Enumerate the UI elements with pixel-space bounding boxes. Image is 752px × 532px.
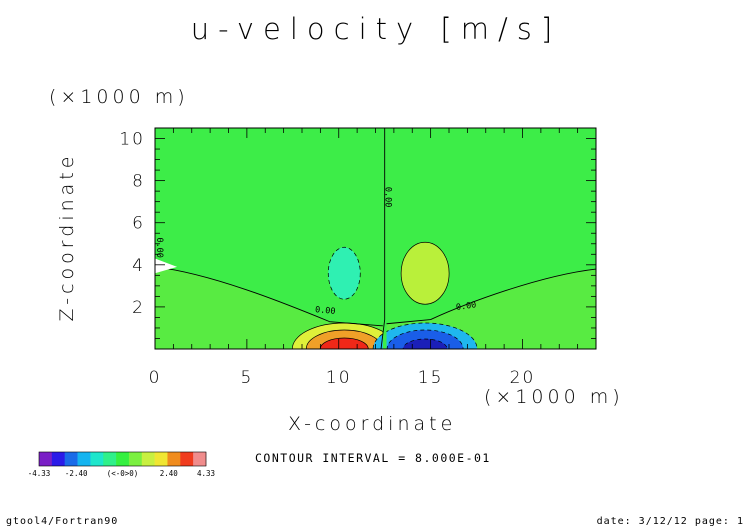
x-tick-label: 0 [149, 368, 162, 388]
colorbar-swatch [90, 452, 104, 466]
colorbar-swatch [64, 452, 78, 466]
x-axis-label: X-coordinate [288, 413, 457, 435]
y-tick-label: 6 [132, 214, 145, 234]
colorbar-swatch [116, 452, 130, 466]
colorbar-swatch [77, 452, 91, 466]
colorbar-swatch [180, 452, 194, 466]
colorbar-swatch [103, 452, 117, 466]
y-axis-unit: (×1000 m) [49, 86, 189, 108]
y-axis-label: Z-coordinate [56, 152, 78, 322]
center-divide [382, 323, 387, 349]
colorbar-frame [38, 451, 207, 467]
zero-label-left: 0.00 [315, 305, 336, 317]
y-tick-label: 8 [132, 172, 145, 192]
zero-label-left-edge: 0.00 [154, 237, 164, 257]
x-tick-label: 15 [418, 368, 444, 388]
zero-label-center: 0.00 [383, 187, 393, 207]
x-tick-label: 10 [326, 368, 352, 388]
colorbar-swatch [193, 452, 207, 466]
y-tick-label: 2 [132, 298, 145, 318]
zero-contour-center [380, 128, 386, 349]
footer-software: gtool4/Fortran90 [6, 516, 119, 527]
colorbar-swatch [51, 452, 65, 466]
colorbar-label: -4.33 [28, 469, 51, 478]
positive-upper-cell [400, 241, 450, 305]
colorbar-label: -2.40 [65, 469, 88, 478]
colorbar-swatch [154, 452, 168, 466]
y-tick-label: 4 [132, 256, 145, 276]
positive-core-inner [319, 337, 369, 349]
x-tick-label: 5 [240, 368, 253, 388]
negative-core-inner [402, 338, 448, 349]
colorbar: -4.33 -2.40 (<-0>0) 2.40 4.33 [28, 451, 215, 478]
colorbar-swatch [167, 452, 181, 466]
negative-upper-cell [327, 246, 361, 300]
chart-title: u-velocity [m/s] [190, 12, 562, 46]
x-axis-unit: (×1000 m) [484, 386, 624, 408]
colorbar-swatch [141, 452, 155, 466]
colorbar-label: 2.40 [160, 469, 179, 478]
zero-contour-right [386, 268, 596, 325]
zero-contour-left [155, 266, 383, 327]
colorbar-label: 4.33 [197, 469, 215, 478]
y-tick-label: 10 [119, 130, 145, 150]
x-tick-label: 20 [510, 368, 536, 388]
left-edge-notch [155, 258, 178, 274]
contour-interval-text: CONTOUR INTERVAL = 8.000E-01 [255, 451, 491, 465]
colorbar-label: (<-0>0) [107, 469, 139, 478]
footer-date-page: date: 3/12/12 page: 1 [596, 516, 744, 527]
zero-label-right: 0.00 [455, 300, 477, 313]
colorbar-swatch [39, 452, 53, 466]
colorbar-swatch [128, 452, 143, 466]
